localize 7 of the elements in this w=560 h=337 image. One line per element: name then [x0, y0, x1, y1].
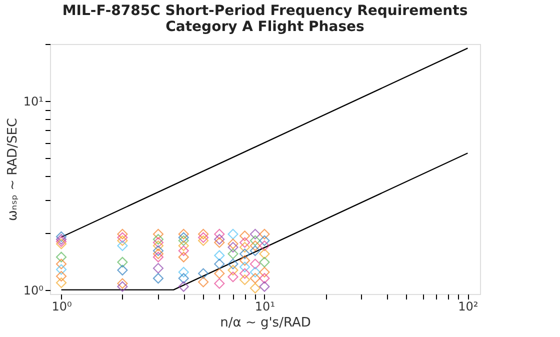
x-tick-label: 10²	[458, 300, 478, 314]
text: Category A Flight Phases	[166, 19, 364, 35]
y-axis-title: ωₙₛₚ ~ RAD/SEC	[5, 118, 20, 221]
x-tick-label: 10¹	[254, 300, 276, 314]
x-axis-title: n/α ~ g's/RAD	[220, 316, 311, 330]
x-tick-label: 10⁰	[52, 300, 72, 314]
text: MIL-F-8785C Short-Period Frequency Requirements	[62, 3, 468, 19]
